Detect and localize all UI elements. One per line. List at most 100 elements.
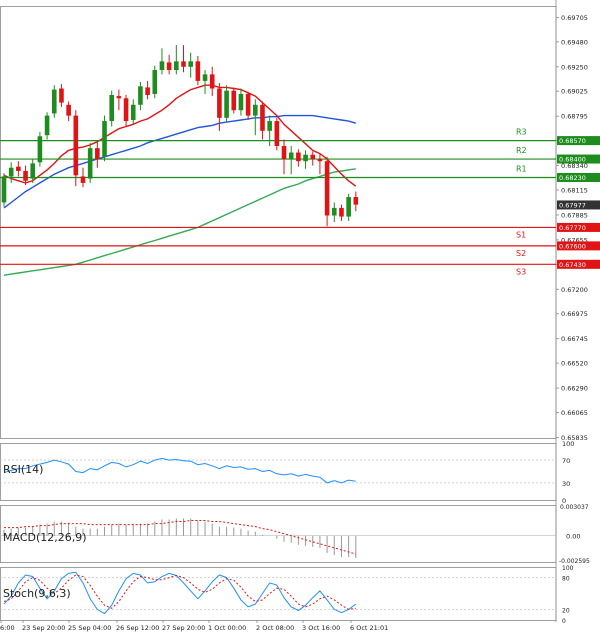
time-axis-label: 26 Sep 12:00 [116,624,159,632]
level-tag-s1 [557,222,600,232]
candle-body [195,61,201,81]
candle-body [23,170,28,181]
stoch-k-line [3,571,357,615]
level-name-s2: S2 [516,249,526,258]
price-axis-label: 0.67885 [561,211,588,219]
candle-body [202,74,208,81]
stoch-d-line [3,574,356,610]
level-tag-label: 0.68230 [559,174,586,182]
level-tag-label: 0.67770 [559,224,586,232]
main-pane-frame [0,6,557,439]
time-axis-label: 3 Oct 16:00 [302,624,340,632]
macd-axis-label: 0.003037 [560,504,589,511]
price-axis-label: 0.65835 [561,434,588,442]
candle-body [174,61,179,71]
candle-body [317,159,323,162]
ma-slow-line [3,168,356,276]
candle-body [37,136,43,163]
price-axis-label: 0.68340 [561,162,588,170]
price-axis-label: 0.66520 [561,360,588,368]
rsi-title: RSI(14) [3,463,43,476]
price-axis-label: 0.69705 [561,14,588,22]
level-name-r2: R2 [516,146,527,155]
candle-body [267,121,272,131]
candle-body [296,152,301,162]
level-tag-r1 [557,172,600,182]
candle-body [310,154,316,160]
time-axis-label: 23 Sep 20:00 [22,624,65,632]
price-axis-label: 0.67655 [561,236,588,244]
level-name-s3: S3 [516,267,526,276]
candle-body [123,98,129,122]
current-price-tag [557,200,600,210]
candle-body [73,115,79,176]
candle-body [145,87,150,96]
rsi-line [3,457,356,484]
level-name-r3: R3 [516,128,527,137]
time-axis-label: 2 Oct 08:00 [256,624,294,632]
candle-body [44,115,50,136]
macd-title: MACD(12,26,9) [3,531,87,544]
level-tag-r3 [557,136,600,146]
candle-body [224,90,229,118]
current-price-label: 0.67977 [559,201,586,209]
candle-body [59,88,64,103]
macd-signal-line [4,520,356,555]
stoch-axis-label: 100 [562,565,574,572]
candle-body [209,74,215,89]
price-axis-label: 0.68795 [561,113,588,121]
candle-body [238,93,244,111]
macd-axis-label: -0.002595 [559,558,590,565]
candle-body [288,152,294,160]
rsi-axis-label: 0 [562,497,566,505]
candle-body [166,62,172,71]
rsi-axis-label: 100 [562,440,574,448]
price-axis-label: 0.68115 [561,186,588,194]
candle-body [339,207,344,217]
stoch-axis-label: 20 [562,607,570,614]
level-tag-label: 0.67430 [559,261,586,269]
stoch-title: Stoch(9,6,3) [3,587,71,600]
candle-body [130,104,136,120]
macd-axis-label: 0.00 [566,533,580,541]
level-tag-s2 [557,241,600,251]
stoch-axis-label: 80 [562,576,570,583]
candle-body [181,61,186,67]
ma-fast-line [3,84,357,187]
candle-body [324,161,330,216]
ma-mid-line [3,114,356,209]
level-tag-label: 0.68570 [559,137,586,145]
candle-body [274,121,280,147]
candle-body [95,148,100,160]
level-tag-label: 0.67600 [559,242,586,250]
time-axis-label: 6 Oct 21:01 [350,624,388,632]
candle-body [253,104,258,116]
candle-body [281,146,287,160]
price-axis-label: 0.69250 [561,63,588,71]
candle-body [331,207,337,216]
candle-body [80,176,86,183]
candle-body [188,61,193,67]
candle-body [51,89,57,114]
level-tag-label: 0.68400 [559,156,586,164]
price-axis-label: 0.66065 [561,409,588,417]
candle-body [109,95,114,122]
candle-body [138,86,143,105]
price-axis-label: 0.69480 [561,38,588,46]
time-axis-label: 25 Sep 04:00 [68,624,111,632]
rsi-axis-label: 30 [562,480,570,488]
candle-body [217,88,222,118]
candle-body [260,104,265,131]
candle-body [16,166,21,171]
candle-body [152,70,158,94]
candle-body [231,90,237,111]
price-axis-label: 0.69025 [561,88,588,96]
level-tag-s3 [557,259,600,269]
candle-body [245,93,251,116]
price-axis-label: 0.67200 [561,286,588,294]
candle-body [87,148,93,179]
candle-body [1,176,7,203]
price-axis-label: 0.66975 [561,310,588,318]
time-axis-label: 1 Oct 00:00 [208,624,246,632]
